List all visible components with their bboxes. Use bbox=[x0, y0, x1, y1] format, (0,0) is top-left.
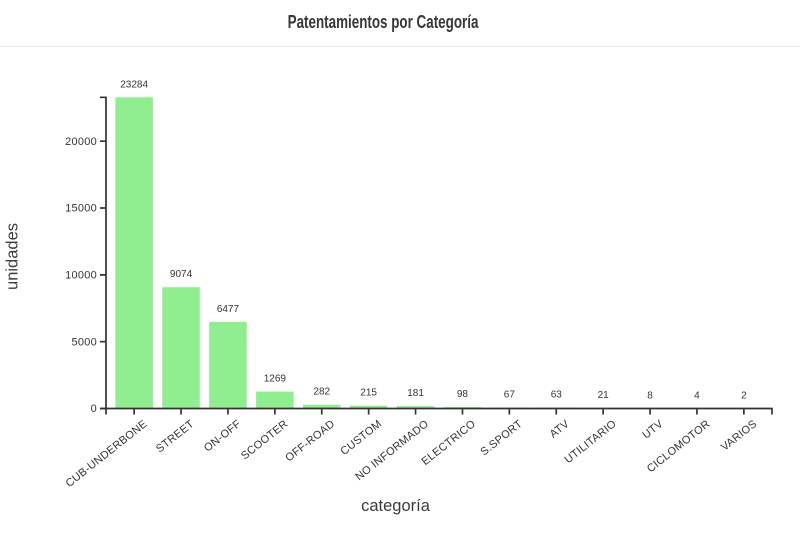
svg-text:OFF-ROAD: OFF-ROAD bbox=[283, 418, 337, 464]
svg-text:STREET: STREET bbox=[154, 418, 197, 455]
svg-text:ON-OFF: ON-OFF bbox=[202, 418, 244, 455]
svg-text:ATV: ATV bbox=[548, 418, 572, 441]
svg-text:unidades: unidades bbox=[4, 223, 22, 290]
svg-text:4: 4 bbox=[694, 390, 700, 401]
svg-text:181: 181 bbox=[407, 388, 424, 399]
svg-text:6477: 6477 bbox=[217, 304, 240, 315]
svg-text:282: 282 bbox=[313, 387, 330, 398]
svg-text:8: 8 bbox=[647, 390, 653, 401]
svg-text:63: 63 bbox=[551, 390, 563, 401]
svg-text:98: 98 bbox=[457, 389, 469, 400]
svg-text:CUSTOM: CUSTOM bbox=[338, 418, 384, 458]
svg-text:0: 0 bbox=[91, 403, 97, 415]
svg-text:categoría: categoría bbox=[361, 497, 431, 515]
svg-text:UTILITARIO: UTILITARIO bbox=[563, 418, 619, 466]
svg-text:1269: 1269 bbox=[264, 374, 287, 385]
svg-text:67: 67 bbox=[504, 390, 516, 401]
svg-text:S.SPORT: S.SPORT bbox=[478, 418, 524, 458]
svg-text:CUB-UNDERBONE: CUB-UNDERBONE bbox=[64, 418, 150, 490]
svg-text:5000: 5000 bbox=[72, 336, 97, 348]
svg-text:23284: 23284 bbox=[120, 79, 148, 90]
svg-text:UTV: UTV bbox=[640, 418, 666, 442]
svg-text:215: 215 bbox=[360, 388, 377, 399]
svg-text:20000: 20000 bbox=[65, 136, 97, 148]
svg-text:9074: 9074 bbox=[170, 269, 193, 280]
svg-text:15000: 15000 bbox=[65, 203, 97, 215]
svg-text:VARIOS: VARIOS bbox=[719, 418, 760, 454]
svg-text:21: 21 bbox=[598, 390, 610, 401]
svg-text:2: 2 bbox=[741, 390, 747, 401]
svg-text:10000: 10000 bbox=[65, 269, 97, 281]
